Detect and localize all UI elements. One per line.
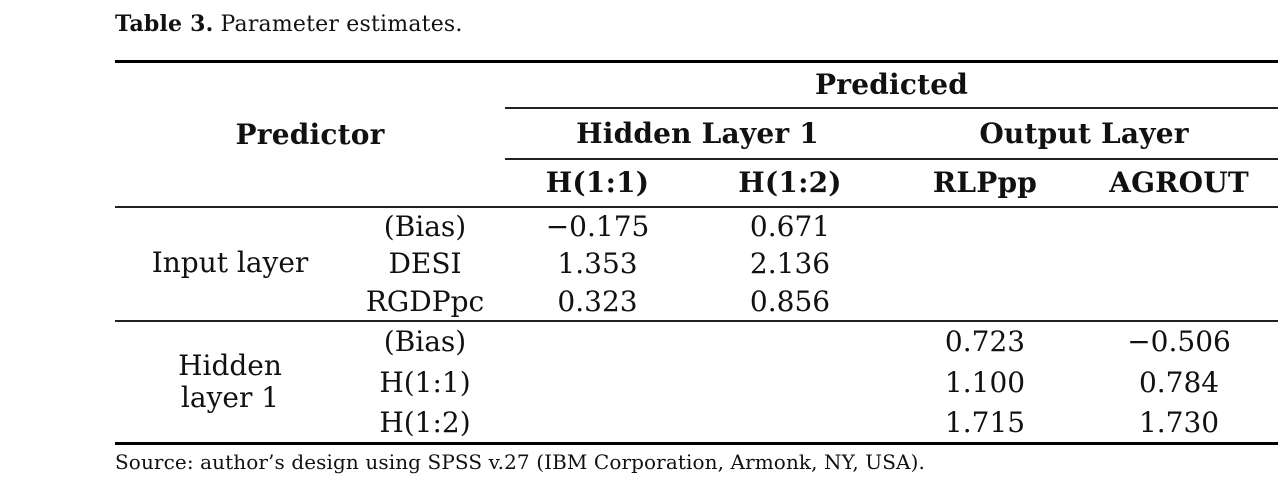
- cell-value-rlppp: [890, 207, 1080, 245]
- cell-value-h12: 0.856: [749, 284, 831, 318]
- cell-value-agrout: [1080, 245, 1278, 283]
- section-input-layer: Input layer (Bias) −0.175 0.671 DESI 1.3…: [115, 207, 1278, 321]
- parameter-estimates-table: Predictor Predicted Hidden Layer 1 Outpu…: [115, 60, 1279, 445]
- cell-value-h11: [505, 403, 690, 444]
- header-group-output-layer: Output Layer: [890, 107, 1279, 160]
- cell-value-h11: −0.175: [545, 209, 650, 243]
- cell-value-agrout: [1080, 207, 1278, 245]
- predictor-name: (Bias): [383, 209, 467, 243]
- header-group-hidden-layer-1: Hidden Layer 1: [505, 107, 891, 160]
- cell-value-agrout: 0.784: [1138, 365, 1220, 399]
- table-row: Hidden layer 1 (Bias) 0.723 −0.506: [115, 321, 1278, 413]
- table-header: Predictor Predicted Hidden Layer 1 Outpu…: [115, 61, 1279, 208]
- header-col-agrout: AGROUT: [1080, 158, 1279, 208]
- header-col-h12: H(1:2): [690, 158, 891, 208]
- cell-value-h11: 1.353: [557, 247, 638, 280]
- table-caption-label: Table 3.: [115, 11, 214, 37]
- cell-value-rlppp: [890, 245, 1080, 283]
- predictor-name: RGDPpc: [365, 284, 485, 318]
- table-row: RGDPpc 0.323 0.856: [115, 283, 1278, 321]
- cell-value-rlppp: 1.715: [944, 405, 1026, 439]
- cell-value-h11: [505, 362, 690, 403]
- table-row: H(1:2) 1.715 1.730: [115, 403, 1278, 444]
- cell-value-h12: 0.671: [749, 209, 831, 243]
- cell-value-rlppp: 0.723: [944, 325, 1026, 358]
- cell-value-h12: [690, 403, 890, 444]
- cell-value-agrout: −0.506: [1127, 325, 1231, 358]
- header-predictor: Predictor: [115, 61, 506, 208]
- table-row: H(1:1) 1.100 0.784: [115, 362, 1278, 403]
- table-caption: Table 3. Parameter estimates.: [115, 11, 1280, 38]
- table-caption-text: Parameter estimates.: [220, 12, 463, 37]
- header-col-rlppp: RLPpp: [890, 158, 1081, 208]
- cell-value-h12: 2.136: [749, 247, 831, 280]
- predictor-name: H(1:1): [379, 365, 471, 399]
- source-note: Source: author’s design using SPSS v.27 …: [115, 450, 925, 474]
- cell-value-agrout: 1.730: [1138, 405, 1220, 439]
- table-row: Input layer (Bias) −0.175 0.671: [115, 207, 1278, 280]
- table-row: DESI 1.353 2.136: [115, 245, 1278, 283]
- cell-value-h11: [505, 321, 690, 362]
- cell-value-rlppp: [890, 283, 1080, 321]
- predictor-name: DESI: [388, 247, 462, 280]
- section-label-input-layer: Input layer: [151, 246, 309, 280]
- predictor-name: (Bias): [383, 325, 467, 358]
- cell-value-agrout: [1080, 283, 1278, 321]
- header-row-predicted: Predictor Predicted: [115, 61, 1279, 208]
- header-row-columns: H(1:1) H(1:2) RLPpp AGROUT: [115, 158, 1279, 208]
- cell-value-rlppp: 1.100: [944, 365, 1026, 399]
- cell-value-h11: 0.323: [557, 284, 638, 318]
- header-predicted: Predicted: [505, 61, 1279, 109]
- cell-value-h12: [690, 321, 890, 362]
- section-label-hidden-layer-1: Hidden layer 1: [178, 348, 282, 414]
- cell-value-h12: [690, 362, 890, 403]
- section-hidden-layer-1: Hidden layer 1 (Bias) 0.723 −0.506 H(1:1…: [115, 320, 1279, 444]
- header-row-groups: Hidden Layer 1 Output Layer: [115, 107, 1279, 160]
- header-col-h11: H(1:1): [505, 158, 691, 208]
- predictor-name: H(1:2): [379, 405, 471, 439]
